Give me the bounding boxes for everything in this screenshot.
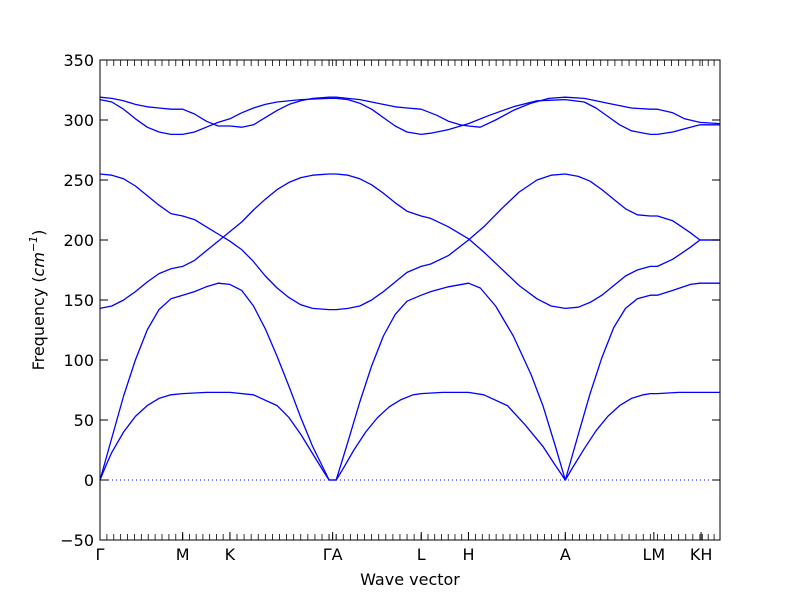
bands-layer — [99, 96, 721, 481]
y-tick-label: 0 — [84, 471, 94, 490]
y-axis-label: Frequency (cm−1) — [27, 230, 48, 371]
y-axis-label-close: ) — [29, 230, 48, 236]
y-tick-label: −50 — [60, 531, 94, 550]
x-ticks: Γ M K ΓA L H A LM KH — [96, 60, 721, 564]
band-line-4 — [99, 173, 720, 311]
band-line-5 — [99, 97, 720, 136]
y-axis-label-unit: cm — [29, 252, 48, 276]
x-tick-label: M — [176, 545, 190, 564]
y-axis-label-exponent: −1 — [27, 236, 40, 252]
y-axis-label-main: Frequency ( — [29, 276, 48, 370]
x-tick-label: Γ — [96, 545, 105, 564]
x-tick-label: LM — [643, 545, 666, 564]
band-line-1 — [99, 391, 720, 481]
y-tick-label: 50 — [74, 411, 94, 430]
y-tick-label: 150 — [63, 291, 94, 310]
y-tick-label: 100 — [63, 351, 94, 370]
y-tick-label: 350 — [63, 51, 94, 70]
band-line-6 — [99, 96, 721, 128]
band-line-2 — [99, 282, 720, 481]
x-tick-label: L — [417, 545, 426, 564]
y-tick-label: 300 — [63, 111, 94, 130]
y-ticks: −50 0 50 100 150 200 250 300 350 — [60, 51, 720, 550]
x-tick-label: K — [225, 545, 236, 564]
y-tick-label: 250 — [63, 171, 94, 190]
x-tick-label: ΓA — [323, 545, 343, 564]
band-line-3 — [99, 173, 720, 310]
y-tick-label: 200 — [63, 231, 94, 250]
x-tick-label: H — [462, 545, 474, 564]
x-axis-label: Wave vector — [360, 570, 460, 589]
x-tick-label: KH — [690, 545, 713, 564]
x-tick-label: A — [560, 545, 571, 564]
